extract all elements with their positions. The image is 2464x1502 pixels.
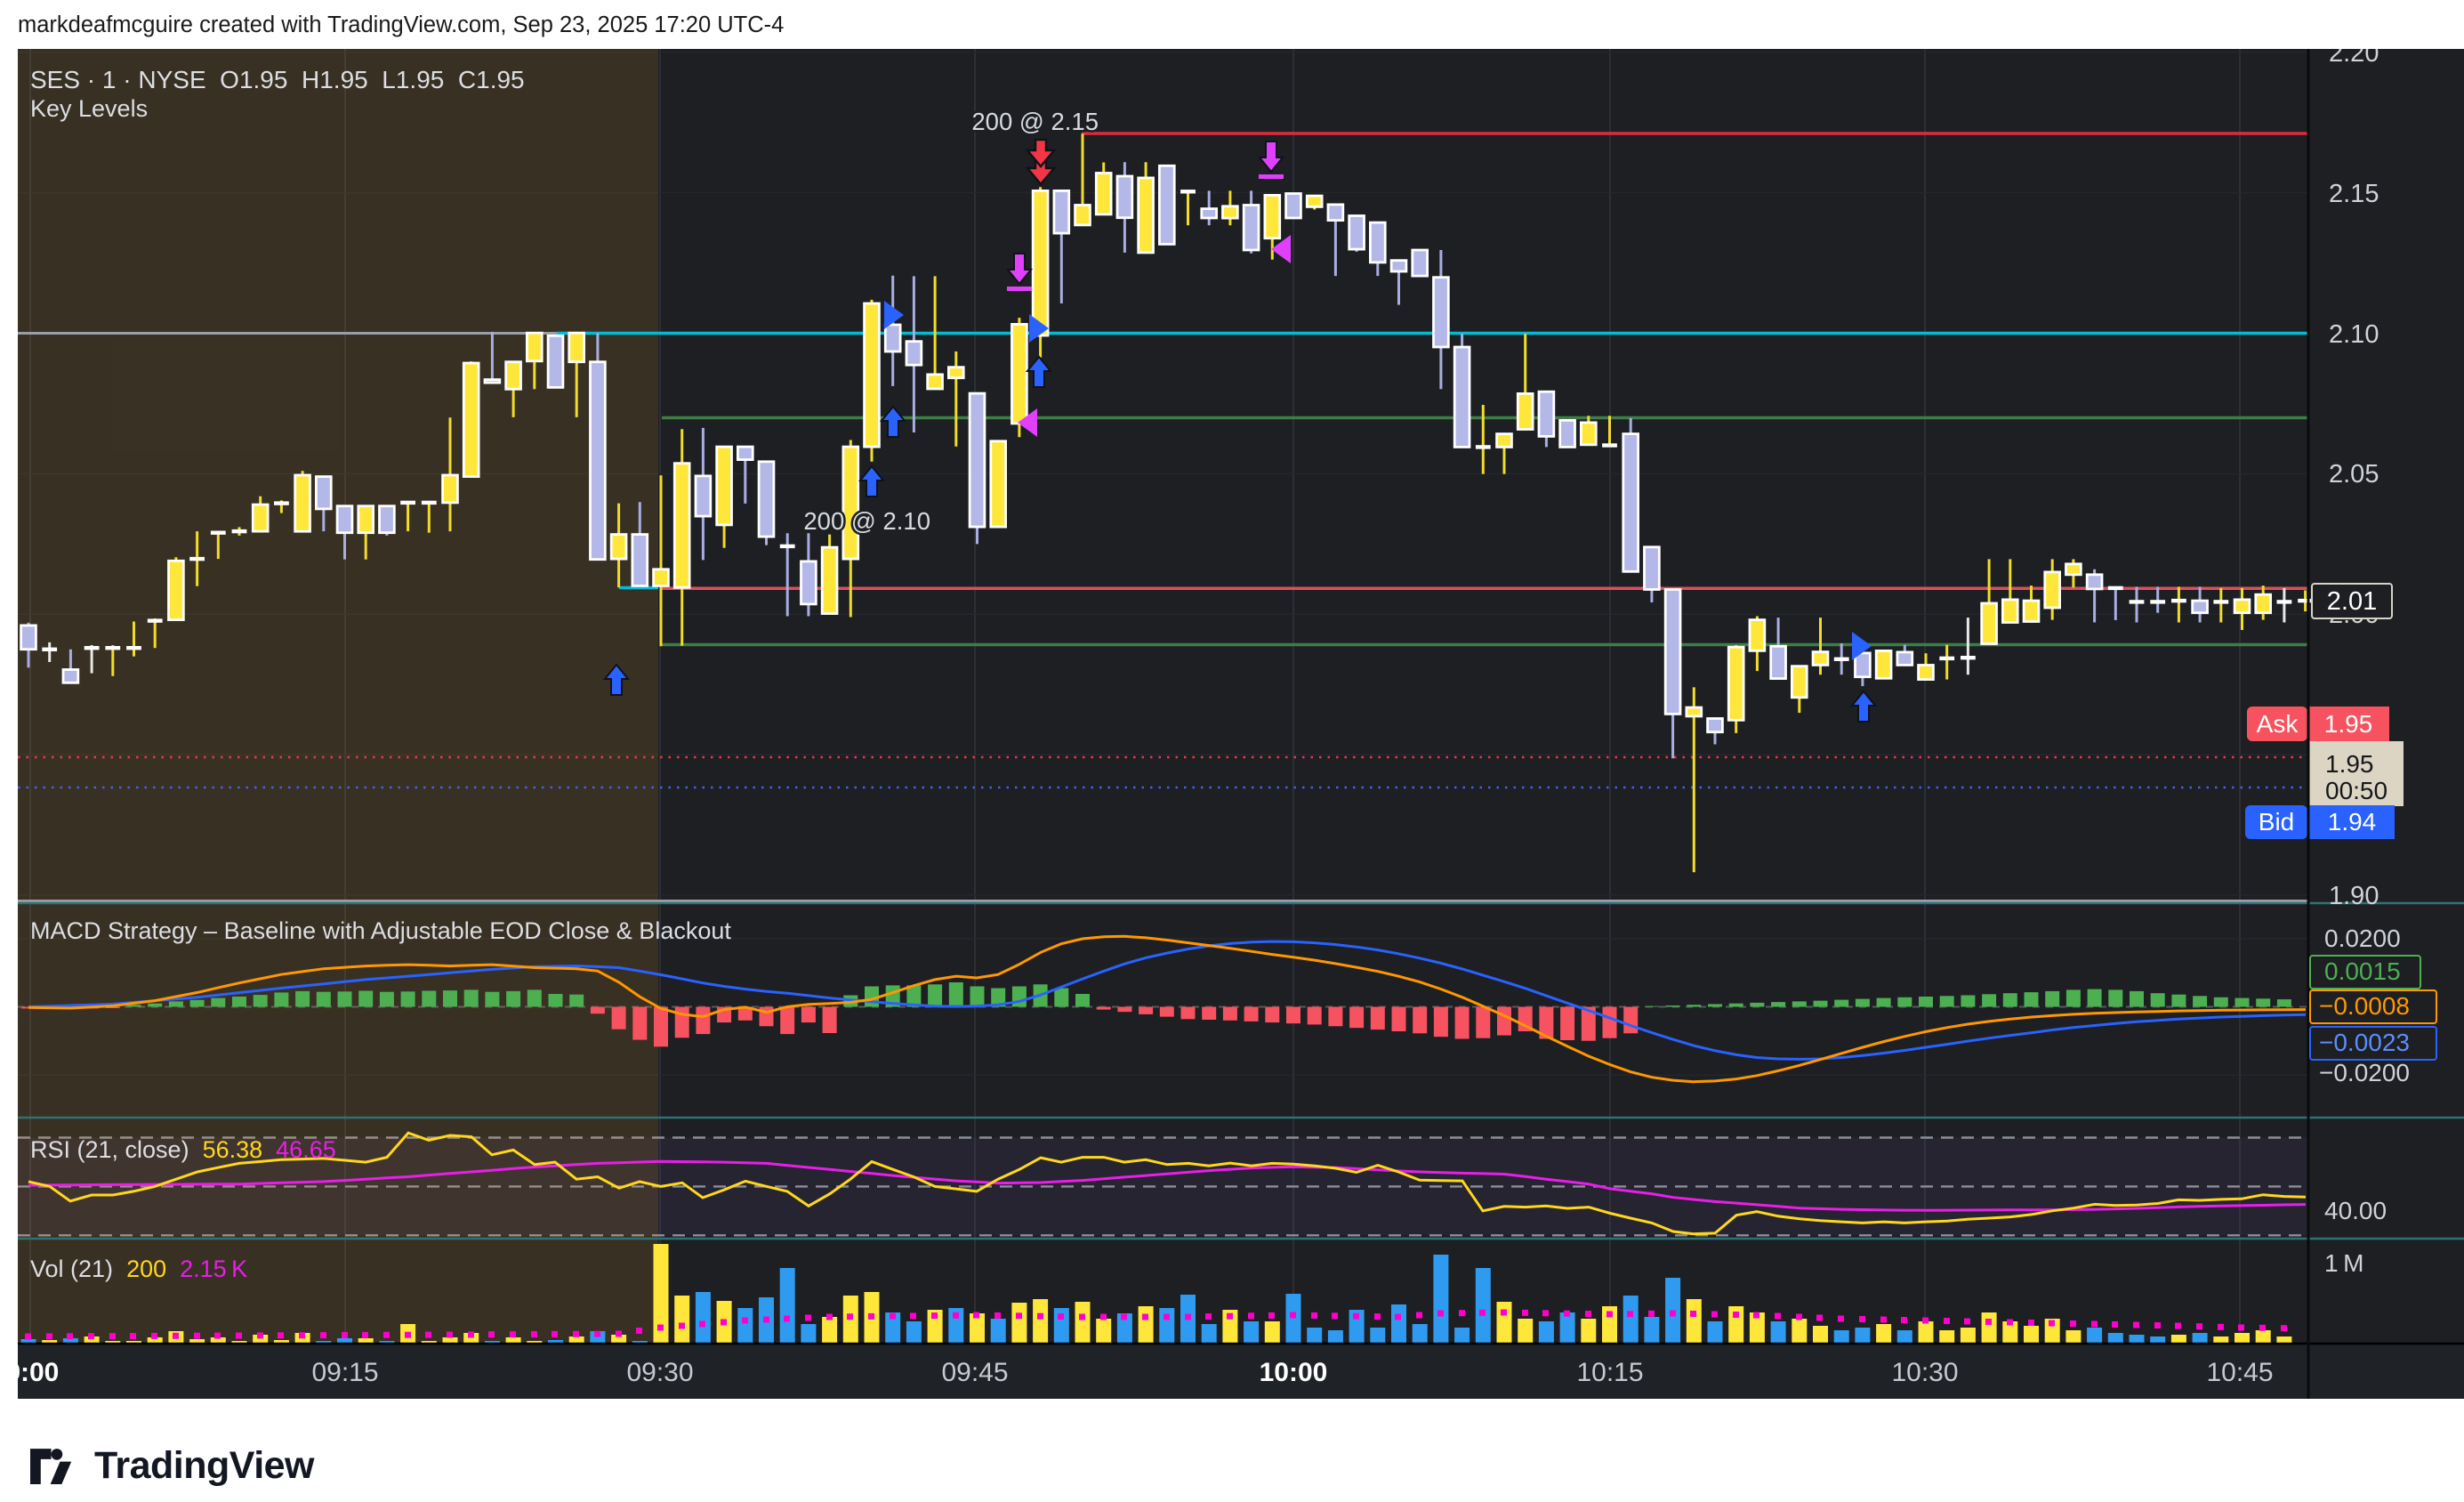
svg-text:MACD Strategy – Baseline with: MACD Strategy – Baseline with Adjustable… (30, 917, 731, 944)
svg-text:1.95: 1.95 (2325, 750, 2374, 778)
svg-text:RSI (21, close) 56.38 46.65: RSI (21, close) 56.38 46.65 (30, 1136, 336, 1163)
svg-text:Bid: Bid (2259, 808, 2294, 836)
svg-text:SES · 1 · NYSE O1.95 H1.95: SES · 1 · NYSE O1.95 H1.95 L1.95 C1.95 (30, 66, 525, 93)
svg-text:2.15: 2.15 (2329, 180, 2379, 208)
svg-text:200 @ 2.10: 200 @ 2.10 (803, 507, 930, 535)
svg-text:Key Levels: Key Levels (30, 95, 148, 122)
svg-text:09:15: 09:15 (311, 1358, 378, 1387)
svg-text:1.90: 1.90 (2329, 882, 2379, 910)
svg-text:0.0200: 0.0200 (2324, 925, 2401, 952)
svg-text:Vol (21) 200 2.15 K: Vol (21) 200 2.15 K (30, 1256, 247, 1282)
svg-text:10:30: 10:30 (1891, 1358, 1958, 1387)
svg-text:10:00: 10:00 (1260, 1358, 1328, 1387)
svg-text:0.0015: 0.0015 (2324, 957, 2401, 985)
svg-text:09:00: 09:00 (0, 1358, 59, 1387)
svg-text:10:45: 10:45 (2206, 1358, 2273, 1387)
svg-text:−0.0023: −0.0023 (2319, 1029, 2410, 1056)
svg-text:200 @ 2.15: 200 @ 2.15 (971, 108, 1099, 135)
svg-text:1 M: 1 M (2324, 1249, 2364, 1277)
svg-text:Ask: Ask (2257, 710, 2299, 738)
svg-text:2.10: 2.10 (2329, 320, 2379, 349)
svg-text:10:15: 10:15 (1576, 1358, 1643, 1387)
svg-text:1.95: 1.95 (2324, 710, 2373, 738)
svg-text:00:50: 00:50 (2325, 777, 2388, 804)
svg-text:−0.0200: −0.0200 (2319, 1059, 2410, 1086)
svg-text:40.00: 40.00 (2324, 1197, 2387, 1224)
svg-text:09:45: 09:45 (941, 1358, 1008, 1387)
svg-text:1.94: 1.94 (2328, 808, 2377, 836)
svg-text:09:30: 09:30 (626, 1358, 693, 1387)
svg-text:2.05: 2.05 (2329, 460, 2379, 489)
svg-text:2.01: 2.01 (2327, 587, 2377, 616)
svg-text:2.20: 2.20 (2329, 49, 2379, 68)
svg-text:−0.0008: −0.0008 (2319, 992, 2410, 1020)
